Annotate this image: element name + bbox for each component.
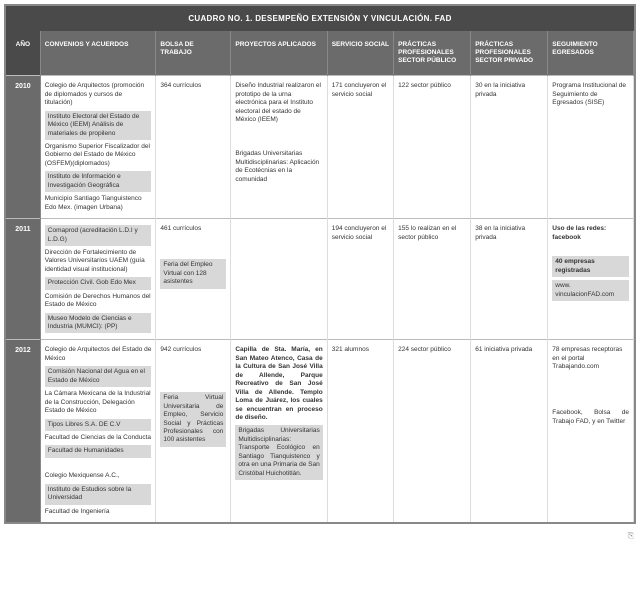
cell: Colegio de Arquitectos (promoción de dip… <box>40 76 156 219</box>
year-cell: 2011 <box>6 219 40 340</box>
cell-text <box>160 381 226 389</box>
col-servicio: SERVICIO SOCIAL <box>327 31 393 76</box>
cell-text: Dirección de Fortalecimiento de Valores … <box>45 249 152 274</box>
col-proyectos: PROYECTOS APLICADOS <box>231 31 327 76</box>
table-title: CUADRO NO. 1. DESEMPEÑO EXTENSIÓN Y VINC… <box>6 6 634 31</box>
cell-text: Comisión de Derechos Humanos del Estado … <box>45 293 152 310</box>
cell-text: 155 lo realizan en el sector público <box>398 225 466 242</box>
cell: 78 empresas receptoras en el portal Trab… <box>548 340 634 522</box>
page-icon: ⎘ <box>628 531 634 540</box>
cell-text: Programa Institucional de Seguimiento de… <box>552 82 629 107</box>
cell-text: Municipio Santiago Tianguistenco Edo Mex… <box>45 195 152 212</box>
cell-text: 171 concluyeron el servicio social <box>332 82 389 99</box>
col-practicas-pub: PRÁCTICAS PROFESIONALES SECTOR PÚBLICO <box>394 31 471 76</box>
cell-text: Brigadas Universitarias Multidisciplinar… <box>235 150 322 184</box>
cell: Comaprod (acreditación L.D.I y L.D.G) Dir… <box>40 219 156 340</box>
cell <box>231 219 327 340</box>
cell-text <box>552 245 629 253</box>
cell-text: Capilla de Sta. María, en San Mateo Aten… <box>235 346 322 422</box>
cell-text: Organismo Superior Fiscalizador del Gobi… <box>45 143 152 168</box>
cell: 364 currículos <box>156 76 231 219</box>
table-row: 2010Colegio de Arquitectos (promoción de… <box>6 76 634 219</box>
cell-text: 40 empresas registradas <box>552 256 629 277</box>
cell: 122 sector público <box>394 76 471 219</box>
year-cell: 2010 <box>6 76 40 219</box>
cell-text: Tipos Libres S.A. DE C.V <box>45 419 152 431</box>
header-row: AÑO CONVENIOS Y ACUERDOS BOLSA DE TRABAJ… <box>6 31 634 76</box>
cell-text: Comisión Nacional del Agua en el Estado … <box>45 366 152 387</box>
cell-text: 38 en la iniciativa privada <box>475 225 543 242</box>
cell-text: La Cámara Mexicana de la Industrial de l… <box>45 390 152 415</box>
cell-text: Facebook, Bolsa de Trabajo FAD, y en Twi… <box>552 409 629 426</box>
cell-text <box>235 128 322 136</box>
table-body: 2010Colegio de Arquitectos (promoción de… <box>6 76 634 522</box>
cell-text <box>160 369 226 377</box>
cell: 194 concluyeron el servicio social <box>327 219 393 340</box>
col-year: AÑO <box>6 31 40 76</box>
cell-text: Colegio de Arquitectos del Estado de Méx… <box>45 346 152 363</box>
cell-text: Facultad de Ciencias de la Conducta <box>45 434 152 442</box>
cell-text: Brigadas Universitarias Multidisciplinar… <box>235 425 322 480</box>
cell: Programa Institucional de Seguimiento de… <box>548 76 634 219</box>
cell-text: Colegio de Arquitectos (promoción de dip… <box>45 82 152 107</box>
cell-text: Colegio Mexiquense A.C., <box>45 472 152 480</box>
cell: 38 en la iniciativa privada <box>471 219 548 340</box>
cell: 61 iniciativa privada <box>471 340 548 522</box>
cell: 224 sector público <box>394 340 471 522</box>
cell: 171 concluyeron el servicio social <box>327 76 393 219</box>
cell-text: 61 iniciativa privada <box>475 346 543 354</box>
col-practicas-priv: PRÁCTICAS PROFESIONALES SECTOR PRIVADO <box>471 31 548 76</box>
cell-text: 194 concluyeron el servicio social <box>332 225 389 242</box>
cell-text: 78 empresas receptoras en el portal Trab… <box>552 346 629 371</box>
cell-text <box>160 248 226 256</box>
cell-text: Uso de las redes: facebook <box>552 225 629 242</box>
cell: Capilla de Sta. María, en San Mateo Aten… <box>231 340 327 522</box>
cell: Diseño Industrial realizaron el prototip… <box>231 76 327 219</box>
cell-text: www. vinculacionFAD.com <box>552 280 629 301</box>
table-frame: CUADRO NO. 1. DESEMPEÑO EXTENSIÓN Y VINC… <box>4 4 636 524</box>
cell: 30 en la iniciativa privada <box>471 76 548 219</box>
cell-text: Instituto de Estudios sobre la Universid… <box>45 484 152 505</box>
cell: 461 currículos Feria del Empleo Virtual … <box>156 219 231 340</box>
cell-text: Feria Virtual Universitaria de Empleo, S… <box>160 392 226 447</box>
table-row: 2012 Colegio de Arquitectos del Estado de… <box>6 340 634 522</box>
cell-text: Museo Modelo de Ciencias e Industria (MU… <box>45 313 152 334</box>
data-table: AÑO CONVENIOS Y ACUERDOS BOLSA DE TRABAJ… <box>6 31 634 522</box>
cell: 155 lo realizan en el sector público <box>394 219 471 340</box>
cell-text <box>552 398 629 406</box>
col-seguimiento: SEGUIMIENTO EGRESADOS <box>548 31 634 76</box>
year-cell: 2012 <box>6 340 40 522</box>
col-convenios: CONVENIOS Y ACUERDOS <box>40 31 156 76</box>
cell-text <box>552 386 629 394</box>
cell-text: Facultad de Ingeniería <box>45 508 152 516</box>
col-bolsa: BOLSA DE TRABAJO <box>156 31 231 76</box>
cell-text: 321 alumnos <box>332 346 389 354</box>
cell-text: 122 sector público <box>398 82 466 90</box>
cell: 942 currículos Feria Virtual Universitar… <box>156 340 231 522</box>
cell-text: 942 currículos <box>160 346 226 354</box>
cell-text <box>235 139 322 147</box>
cell-text: Instituto de Información e Investigación… <box>45 171 152 192</box>
cell-text: Comaprod (acreditación L.D.I y L.D.G) <box>45 225 152 246</box>
cell-text: 364 currículos <box>160 82 226 90</box>
cell-text: Facultad de Humanidades <box>45 445 152 457</box>
cell-text: 224 sector público <box>398 346 466 354</box>
cell: Colegio de Arquitectos del Estado de Méx… <box>40 340 156 522</box>
cell: 321 alumnos <box>327 340 393 522</box>
table-row: 2011Comaprod (acreditación L.D.I y L.D.G… <box>6 219 634 340</box>
cell: Uso de las redes: facebook 40 empresas r… <box>548 219 634 340</box>
cell-text: 30 en la iniciativa privada <box>475 82 543 99</box>
cell-text <box>552 375 629 383</box>
cell-text <box>160 358 226 366</box>
footer: ⎘ <box>0 528 640 544</box>
cell-text <box>45 461 152 469</box>
cell-text: Instituto Electoral del Estado de México… <box>45 111 152 140</box>
cell-text: Diseño Industrial realizaron el prototip… <box>235 82 322 124</box>
cell-text: 461 currículos <box>160 225 226 233</box>
cell-text: Feria del Empleo Virtual con 128 asisten… <box>160 259 226 288</box>
cell-text: Protección Civil. Gob Edo Mex <box>45 277 152 289</box>
cell-text <box>160 237 226 245</box>
